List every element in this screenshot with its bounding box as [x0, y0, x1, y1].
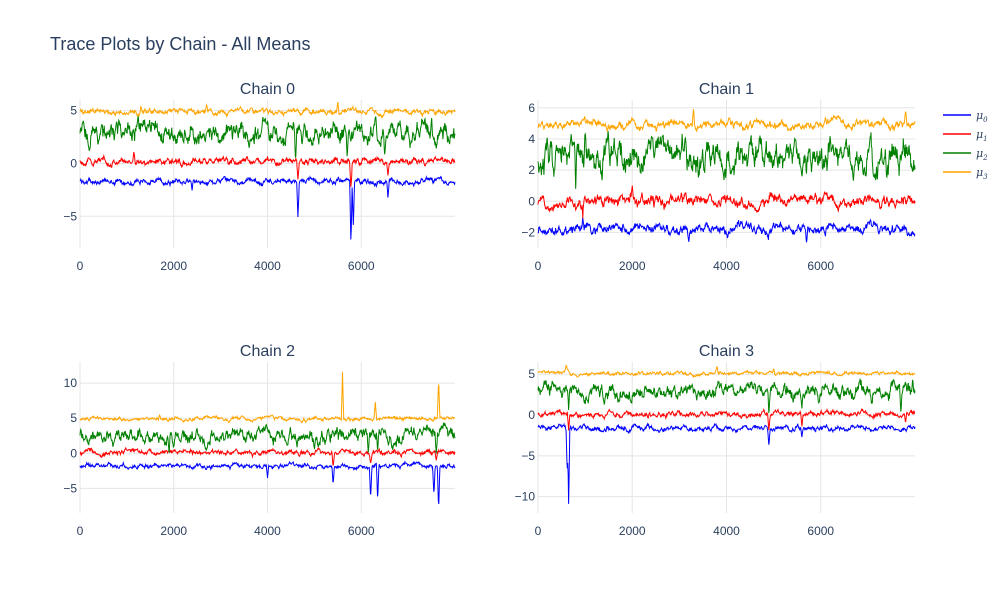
y-tick-label: 0	[70, 446, 77, 460]
legend-subscript: 1	[983, 135, 987, 143]
series-line-μ1	[79, 151, 456, 187]
series-line-μ1	[79, 446, 456, 466]
series-line-μ2	[537, 130, 916, 189]
chart-panel-1[interactable]: Chain 1 0 2000 4000 6000 −2 0 2 4 6	[521, 81, 916, 273]
y-tick-label: 2	[528, 163, 535, 177]
x-tick-label: 2000	[160, 524, 187, 538]
series-line-μ1	[537, 185, 916, 219]
series-line-μ0	[79, 175, 456, 240]
x-tick-label: 0	[535, 524, 542, 538]
series-line-μ0	[79, 460, 456, 505]
chart-panel-2[interactable]: Chain 2 0 2000 4000 6000 −5 0 5 10	[63, 343, 456, 538]
legend-item[interactable]: μ0	[943, 109, 988, 124]
y-tick-label: −5	[63, 481, 77, 495]
x-tick-label: 2000	[619, 524, 646, 538]
y-tick-label: −2	[521, 225, 535, 239]
x-tick-label: 6000	[807, 259, 834, 273]
y-tick-label: 5	[528, 367, 535, 381]
legend-item[interactable]: μ2	[943, 147, 988, 162]
legend-item[interactable]: μ1	[943, 128, 988, 143]
x-tick-label: 0	[77, 524, 84, 538]
chart-panel-0[interactable]: Chain 0 0 2000 4000 6000 −5 0 5	[63, 81, 456, 273]
legend[interactable]: μ0 μ1 μ2 μ3	[943, 109, 988, 181]
subplot-title: Chain 0	[240, 81, 295, 98]
x-tick-label: 6000	[807, 524, 834, 538]
subplot-title: Chain 3	[699, 343, 754, 360]
legend-label: μ2	[976, 147, 988, 162]
y-tick-label: 0	[70, 156, 77, 170]
page-title: Trace Plots by Chain - All Means	[50, 34, 311, 54]
series-line-μ1	[537, 407, 916, 431]
series-line-μ2	[537, 378, 916, 414]
legend-label: μ1	[976, 128, 988, 143]
y-tick-label: 6	[528, 101, 535, 115]
legend-subscript: 0	[983, 116, 988, 124]
x-tick-label: 4000	[254, 259, 281, 273]
x-tick-label: 4000	[713, 524, 740, 538]
x-tick-label: 0	[77, 259, 84, 273]
series-line-μ3	[79, 101, 456, 119]
subplot-title: Chain 1	[699, 81, 754, 98]
y-tick-label: 5	[70, 411, 77, 425]
legend-subscript: 3	[983, 173, 988, 181]
chart-panel-3[interactable]: Chain 3 0 2000 4000 6000 −10 −5 0 5	[515, 343, 916, 538]
legend-item[interactable]: μ3	[943, 166, 988, 181]
x-tick-label: 4000	[713, 259, 740, 273]
x-tick-label: 4000	[254, 524, 281, 538]
y-tick-label: 4	[528, 132, 535, 146]
series-line-μ0	[537, 217, 916, 243]
x-tick-label: 6000	[348, 259, 375, 273]
series-line-μ3	[537, 109, 916, 133]
y-tick-label: −5	[521, 449, 535, 463]
x-tick-label: 2000	[160, 259, 187, 273]
legend-subscript: 2	[982, 154, 988, 162]
legend-label: μ0	[976, 109, 988, 124]
y-tick-label: 10	[64, 376, 78, 390]
x-tick-label: 6000	[348, 524, 375, 538]
series-line-μ3	[79, 371, 455, 424]
y-tick-label: −10	[515, 490, 536, 504]
y-tick-label: 5	[70, 104, 77, 118]
subplot-title: Chain 2	[240, 343, 295, 360]
series-line-μ2	[79, 115, 456, 158]
y-tick-label: 0	[528, 408, 535, 422]
y-tick-label: 0	[528, 194, 535, 208]
series-line-μ3	[537, 364, 916, 379]
y-tick-label: −5	[63, 209, 77, 223]
x-tick-label: 2000	[619, 259, 646, 273]
legend-label: μ3	[976, 166, 988, 181]
x-tick-label: 0	[535, 259, 542, 273]
series-line-μ2	[79, 422, 456, 454]
series-line-μ0	[537, 422, 916, 504]
